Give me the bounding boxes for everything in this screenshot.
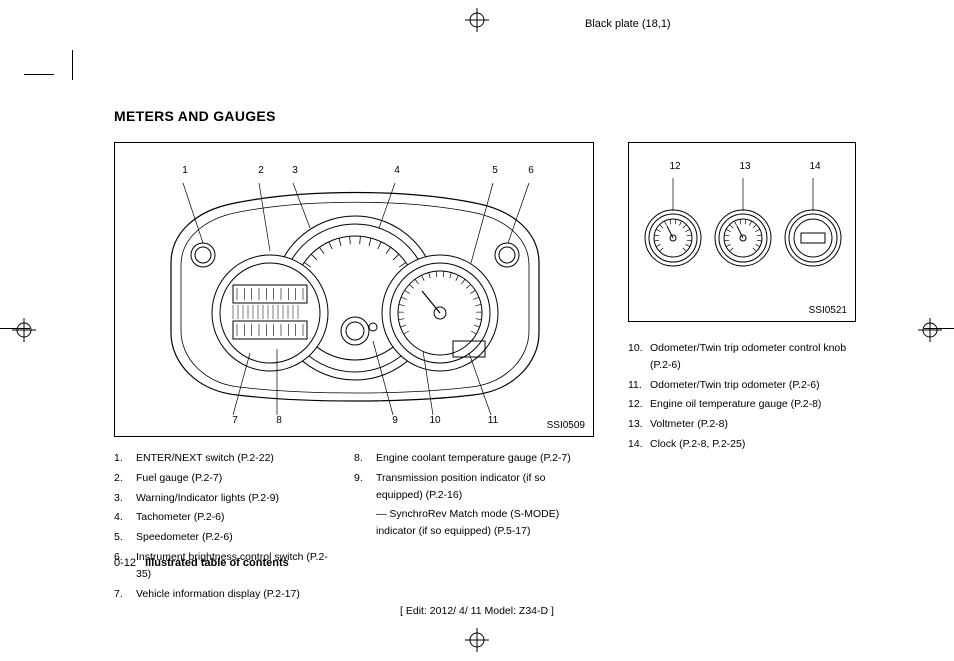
legend-item: 12.Engine oil temperature gauge (P.2-8): [628, 396, 856, 413]
legend-item: 2.Fuel gauge (P.2-7): [114, 470, 339, 487]
legend-item-text: Vehicle information display (P.2-17): [136, 586, 300, 603]
legend-item: 5.Speedometer (P.2-6): [114, 529, 339, 546]
page-footer: 0-12 Illustrated table of contents: [114, 557, 289, 569]
registration-mark-right: [918, 318, 942, 342]
legend-item-num: 11.: [628, 377, 650, 394]
legend-col-left: 1.ENTER/NEXT switch (P.2-22)2.Fuel gauge…: [114, 450, 339, 605]
callout-num: 12: [667, 161, 683, 172]
legend-item: 8.Engine coolant temperature gauge (P.2-…: [354, 450, 594, 467]
callout-num: 8: [271, 415, 287, 426]
legend-item-num: 7.: [114, 586, 136, 603]
legend-item-num: 2.: [114, 470, 136, 487]
registration-mark-top: [465, 8, 489, 32]
page-section: Illustrated table of contents: [145, 557, 289, 569]
crop-mark: [24, 74, 54, 75]
legend-item: 10.Odometer/Twin trip odometer control k…: [628, 340, 856, 374]
legend-item-text: Clock (P.2-8, P.2-25): [650, 436, 745, 453]
callout-num: 6: [523, 165, 539, 176]
callout-num: 5: [487, 165, 503, 176]
legend-item-num: 10.: [628, 340, 650, 374]
callout-num: 3: [287, 165, 303, 176]
legend-item-num: 5.: [114, 529, 136, 546]
legend-item-num: 4.: [114, 509, 136, 526]
legend-item-num: 1.: [114, 450, 136, 467]
legend-item: — SynchroRev Match mode (S-MODE) indicat…: [354, 506, 594, 540]
edit-line: [ Edit: 2012/ 4/ 11 Model: Z34-D ]: [0, 605, 954, 617]
legend-item-num: 8.: [354, 450, 376, 467]
crop-mark: [72, 50, 73, 80]
legend-item-text: Tachometer (P.2-6): [136, 509, 225, 526]
callout-num: 10: [427, 415, 443, 426]
page-number: 0-12: [114, 557, 136, 569]
legend-item: 13.Voltmeter (P.2-8): [628, 416, 856, 433]
legend-col-right: 10.Odometer/Twin trip odometer control k…: [628, 340, 856, 456]
legend-item-num: 13.: [628, 416, 650, 433]
figure-main-code: SSI0509: [547, 420, 585, 431]
callout-num: 14: [807, 161, 823, 172]
legend-item: 4.Tachometer (P.2-6): [114, 509, 339, 526]
callout-num: 1: [177, 165, 193, 176]
legend-item-num: [354, 506, 376, 540]
callout-num: 7: [227, 415, 243, 426]
legend-item: 7.Vehicle information display (P.2-17): [114, 586, 339, 603]
legend-item-text: Odometer/Twin trip odometer (P.2-6): [650, 377, 820, 394]
main-gauge-diagram: [115, 143, 593, 436]
legend-item: 14.Clock (P.2-8, P.2-25): [628, 436, 856, 453]
registration-mark-bottom: [465, 628, 489, 652]
legend-item-num: 9.: [354, 470, 376, 504]
legend-item: 11.Odometer/Twin trip odometer (P.2-6): [628, 377, 856, 394]
callout-num: 9: [387, 415, 403, 426]
figure-main: SSI0509 1 2 3 4 5 6 7 8 9 10 11: [114, 142, 594, 437]
callout-num: 4: [389, 165, 405, 176]
figure-aux: SSI0521 12 13 14: [628, 142, 856, 322]
legend-item: 1.ENTER/NEXT switch (P.2-22): [114, 450, 339, 467]
figure-aux-code: SSI0521: [809, 305, 847, 316]
legend-item-num: 3.: [114, 490, 136, 507]
legend-item-text: — SynchroRev Match mode (S-MODE) indicat…: [376, 506, 594, 540]
callout-num: 13: [737, 161, 753, 172]
legend-item-text: ENTER/NEXT switch (P.2-22): [136, 450, 274, 467]
callout-num: 11: [485, 415, 501, 426]
legend-item-text: Warning/Indicator lights (P.2-9): [136, 490, 279, 507]
legend-item-text: Engine oil temperature gauge (P.2-8): [650, 396, 821, 413]
legend-item-text: Speedometer (P.2-6): [136, 529, 233, 546]
legend-item-num: 12.: [628, 396, 650, 413]
legend-item: 3.Warning/Indicator lights (P.2-9): [114, 490, 339, 507]
legend-col-mid: 8.Engine coolant temperature gauge (P.2-…: [354, 450, 594, 543]
section-title: METERS AND GAUGES: [114, 108, 276, 124]
legend-item-text: Odometer/Twin trip odometer control knob…: [650, 340, 856, 374]
legend-item-num: 14.: [628, 436, 650, 453]
registration-mark-left: [12, 318, 36, 342]
plate-label: Black plate (18,1): [585, 18, 671, 30]
legend-item-text: Transmission position indicator (if so e…: [376, 470, 594, 504]
legend-item: 9.Transmission position indicator (if so…: [354, 470, 594, 504]
legend-item-text: Fuel gauge (P.2-7): [136, 470, 222, 487]
callout-num: 2: [253, 165, 269, 176]
legend-item-text: Engine coolant temperature gauge (P.2-7): [376, 450, 571, 467]
legend-item-text: Voltmeter (P.2-8): [650, 416, 728, 433]
